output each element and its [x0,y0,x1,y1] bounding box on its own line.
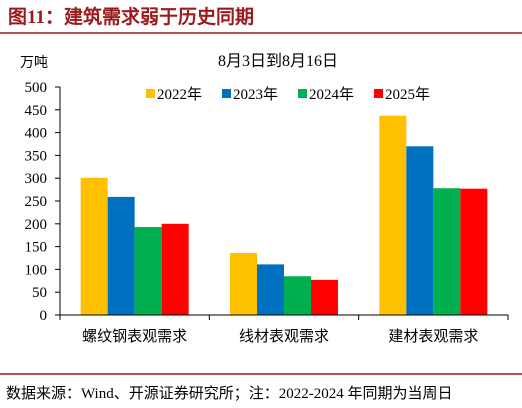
bar-series3-category1 [134,226,162,315]
y-tick-label: 400 [25,126,48,142]
legend-swatch-3 [298,89,307,98]
y-tick-label: 50 [32,285,47,301]
legend-label-2: 2023年 [233,86,278,103]
legend-label-1: 2022年 [157,86,202,103]
legend-swatch-2 [222,89,231,98]
y-tick-label: 300 [25,171,48,187]
bar-series1-category2 [230,252,257,315]
bar-chart: 万吨 8月3日到8月16日 2022年 2023年 2024年 2025年 0 50 10… [20,52,509,345]
legend-swatch-1 [146,89,155,98]
bar-series3-category3 [433,188,461,315]
y-tick-label: 200 [25,217,48,233]
bar-series2-category2 [257,264,284,315]
x-axis: 螺纹钢表观需求 线材表观需求 建材表观需求 [59,314,509,345]
bar-series2-category3 [406,146,434,315]
bar-series2-category1 [107,196,135,315]
chart-title: 8月3日到8月16日 [218,52,338,70]
y-axis: 0 50 100 150 200 250 300 350 400 450 500 [25,80,61,324]
bar-series1-category1 [80,177,108,315]
x-category-label: 螺纹钢表观需求 [82,328,187,345]
legend-swatch-4 [374,89,383,98]
source-note: 数据来源：Wind、开源证券研究所；注：2022-2024 年同期为当周日 [6,385,452,402]
y-tick-label: 500 [25,80,48,96]
x-category-label: 线材表观需求 [239,328,329,345]
y-tick-label: 450 [25,103,48,119]
bar-series4-category2 [311,279,338,315]
legend-label-4: 2025年 [385,86,430,103]
x-category-label: 建材表观需求 [388,328,478,345]
legend-label-3: 2024年 [309,86,354,103]
y-tick-label: 0 [40,308,48,324]
y-tick-label: 150 [25,240,48,256]
bars [80,115,488,315]
figure-title: 图11：建筑需求弱于历史同期 [8,5,254,28]
legend: 2022年 2023年 2024年 2025年 [146,86,430,103]
y-tick-label: 350 [25,148,48,164]
bar-series4-category3 [460,188,488,315]
bar-series3-category2 [284,276,311,315]
y-tick-label: 100 [25,262,48,278]
bar-series4-category1 [161,223,189,315]
bar-series1-category3 [379,115,407,315]
y-axis-unit-label: 万吨 [20,55,48,71]
y-tick-label: 250 [25,194,48,210]
